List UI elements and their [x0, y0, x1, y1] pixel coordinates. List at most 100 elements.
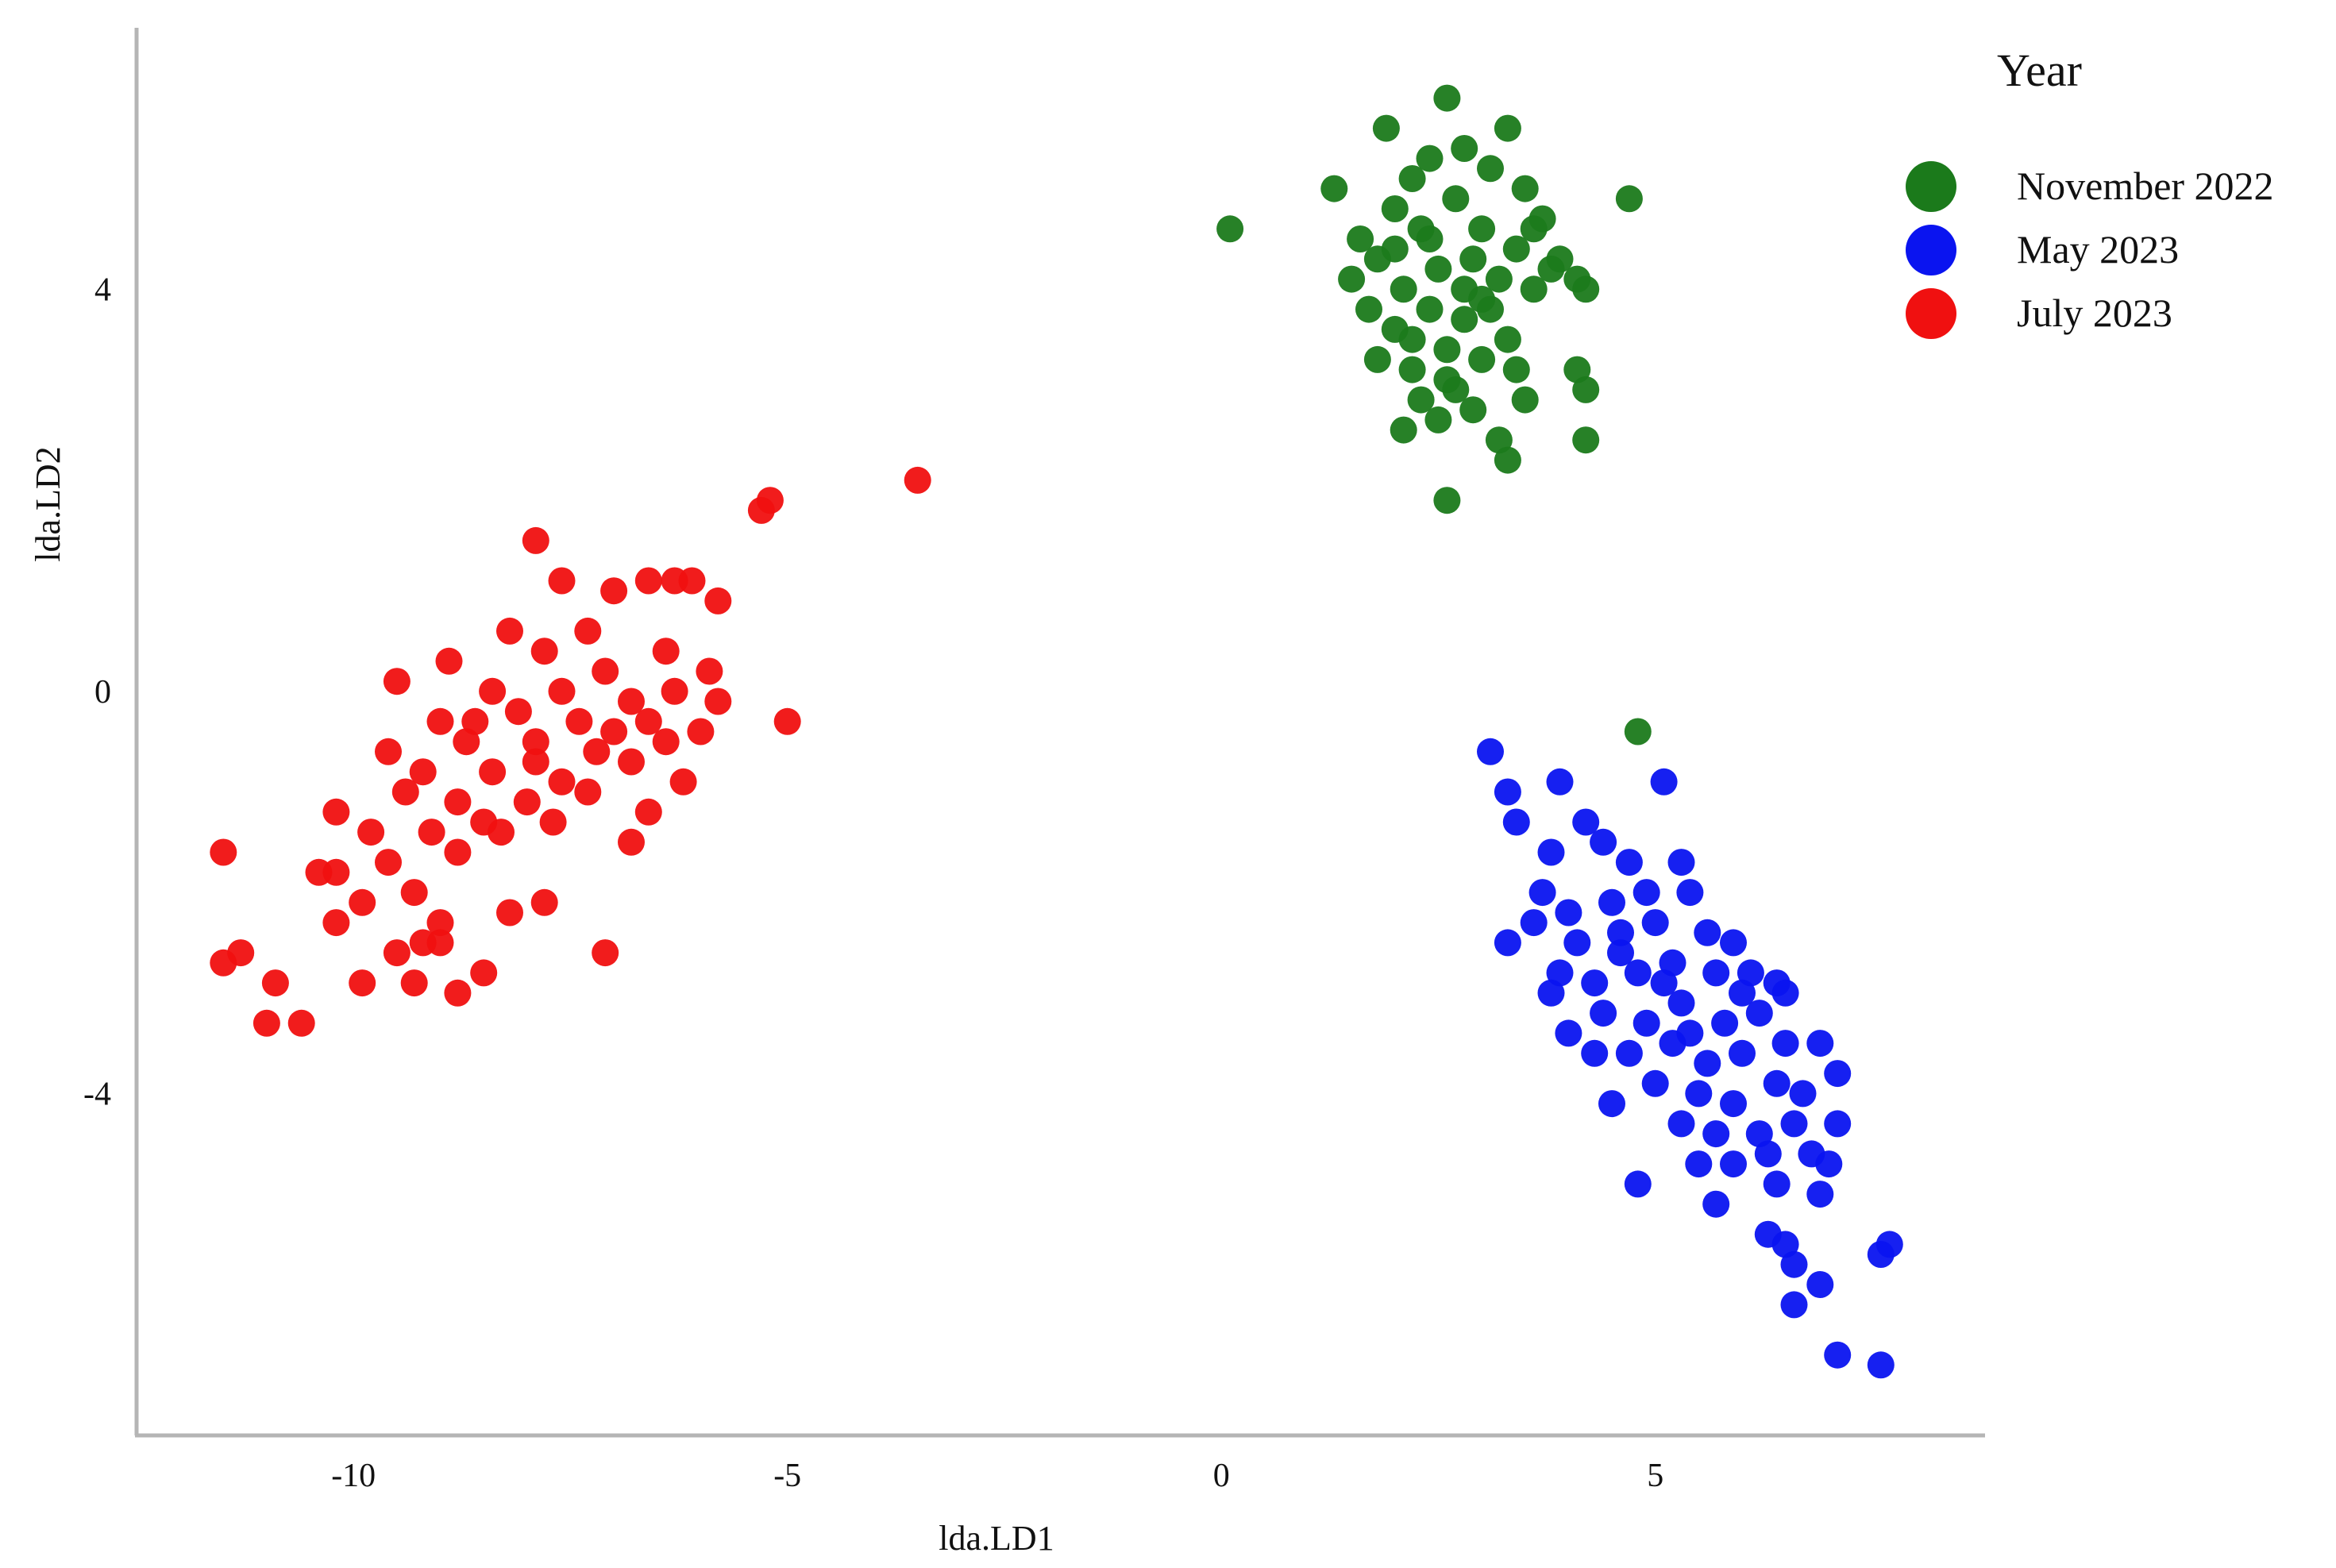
data-point	[1537, 979, 1565, 1007]
data-point	[1702, 1120, 1730, 1148]
data-point	[565, 707, 593, 735]
legend-marker	[1906, 288, 1956, 339]
data-point	[322, 909, 350, 937]
data-points	[210, 84, 1903, 1379]
data-point	[1633, 879, 1660, 907]
legend-label: November 2022	[2017, 164, 2274, 208]
data-point	[1667, 989, 1695, 1017]
data-point	[1633, 1009, 1660, 1037]
data-point	[548, 677, 576, 705]
data-point	[1468, 345, 1496, 373]
y-tick-labels: -4 0 4	[83, 272, 111, 1112]
data-point	[227, 939, 255, 967]
data-point	[1407, 386, 1435, 414]
data-point	[1451, 135, 1478, 162]
data-point	[583, 738, 611, 765]
data-point	[1320, 175, 1348, 202]
data-point	[479, 677, 507, 705]
data-point	[1485, 426, 1513, 454]
data-point	[1424, 406, 1452, 433]
data-point	[1572, 426, 1600, 454]
data-point	[1641, 909, 1669, 937]
data-point	[1398, 326, 1426, 353]
data-point	[1667, 1110, 1695, 1138]
data-point	[1451, 306, 1478, 333]
data-point	[322, 798, 350, 826]
data-point	[1390, 416, 1417, 444]
data-point	[1702, 959, 1730, 987]
data-point	[1685, 1080, 1713, 1108]
data-point	[1537, 838, 1565, 866]
data-point	[426, 707, 454, 735]
data-point	[287, 1009, 315, 1037]
data-point	[1546, 959, 1574, 987]
data-point	[252, 1009, 280, 1037]
data-point	[375, 738, 402, 765]
legend-entry: May 2023	[1906, 225, 2179, 275]
data-point	[1598, 1090, 1625, 1118]
data-point	[1771, 1030, 1799, 1058]
data-point	[496, 617, 523, 645]
data-point	[383, 939, 411, 967]
data-point	[1702, 1190, 1730, 1218]
data-point	[1563, 929, 1591, 957]
data-point	[773, 707, 801, 735]
data-point	[444, 788, 472, 816]
data-point	[1494, 114, 1521, 142]
data-point	[1815, 1150, 1843, 1178]
data-point	[357, 819, 385, 846]
data-point	[1477, 155, 1504, 183]
data-point	[756, 487, 784, 514]
data-point	[1676, 879, 1704, 907]
data-point	[1789, 1080, 1817, 1108]
data-point	[522, 728, 549, 756]
data-point	[618, 688, 645, 715]
data-point	[634, 707, 662, 735]
data-point	[1546, 768, 1574, 796]
legend-marker	[1906, 161, 1956, 212]
data-point	[349, 888, 376, 916]
data-point	[1433, 487, 1461, 514]
data-point	[652, 638, 680, 665]
data-point	[1763, 1170, 1791, 1198]
data-point	[426, 929, 454, 957]
legend-label: May 2023	[2017, 227, 2179, 272]
x-tick-label: 0	[1213, 1458, 1230, 1494]
legend-entries: November 2022 May 2023 July 2023	[1906, 161, 2274, 339]
data-point	[522, 526, 549, 554]
legend-entry: July 2023	[1906, 288, 2172, 339]
series-0	[1216, 84, 1652, 745]
data-point	[1511, 386, 1539, 414]
data-point	[1641, 1069, 1669, 1097]
data-point	[1528, 879, 1556, 907]
data-point	[539, 808, 567, 836]
x-tick-label: -5	[773, 1458, 801, 1494]
data-point	[1780, 1291, 1808, 1319]
data-point	[1624, 1170, 1652, 1198]
data-point	[1729, 979, 1756, 1007]
data-point	[1468, 215, 1496, 243]
data-point	[1468, 285, 1496, 313]
plot-area: -10 -5 0 5 -4 0 4	[83, 28, 1985, 1494]
x-tick-label: -10	[331, 1458, 376, 1494]
data-point	[1494, 326, 1521, 353]
data-point	[1381, 235, 1409, 263]
legend-title: Year	[1997, 44, 2082, 96]
data-point	[461, 707, 489, 735]
data-point	[1737, 959, 1764, 987]
data-point	[1216, 215, 1244, 243]
data-point	[1667, 849, 1695, 876]
data-point	[1511, 175, 1539, 202]
data-point	[1494, 929, 1521, 957]
data-point	[1720, 1090, 1747, 1118]
data-point	[409, 758, 437, 786]
legend-entry: November 2022	[1906, 161, 2274, 212]
data-point	[1442, 185, 1470, 213]
data-point	[1729, 1039, 1756, 1067]
data-point	[496, 899, 523, 927]
data-point	[530, 888, 558, 916]
data-point	[1338, 265, 1366, 293]
data-point	[418, 819, 445, 846]
data-point	[513, 788, 541, 816]
y-axis-label: lda.LD2	[29, 446, 67, 561]
